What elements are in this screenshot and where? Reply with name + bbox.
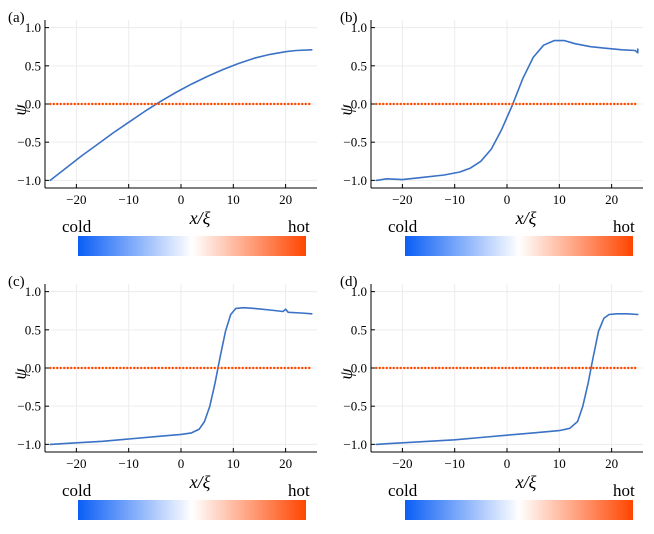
y-tick-label: −0.5 (17, 399, 41, 414)
x-axis-label: x/ξ (515, 208, 537, 228)
psi-curve (375, 39, 639, 182)
colorbar-hot-label: hot (288, 217, 310, 236)
x-tick-label: 0 (504, 192, 511, 207)
colorbar-cold-label: cold (388, 217, 418, 236)
y-axis-label: ψ (336, 368, 356, 380)
y-tick-label: 1.0 (351, 284, 367, 299)
y-tick-label: −0.5 (17, 135, 41, 150)
y-tick-label: 0.0 (351, 97, 367, 112)
y-tick-label: −1.0 (343, 173, 367, 188)
panel-b: (b) −20 −10 0 10 20 −1.0 −0.5 0.0 0.5 1.0 x/ξ ψ cold h… (336, 10, 643, 256)
x-tick-label: −20 (66, 456, 86, 471)
y-axis-label: ψ (10, 104, 30, 116)
x-tick-label: −10 (445, 456, 465, 471)
x-tick-label: 0 (178, 192, 185, 207)
y-tick-label: 0.5 (351, 322, 367, 337)
x-axis-label: x/ξ (189, 472, 211, 492)
x-tick-label: −10 (119, 192, 139, 207)
y-tick-label: −0.5 (343, 399, 367, 414)
y-tick-label: −1.0 (343, 437, 367, 452)
colorbar (78, 500, 306, 520)
x-tick-label: 0 (178, 456, 185, 471)
colorbar (78, 236, 306, 256)
x-tick-label: 10 (553, 456, 566, 471)
y-tick-label: 0.0 (25, 97, 41, 112)
x-tick-label: 10 (553, 192, 566, 207)
colorbar-cold-label: cold (62, 481, 92, 500)
x-tick-label: 10 (227, 192, 240, 207)
panel-label: (c) (8, 274, 25, 290)
x-tick-label: 10 (227, 456, 240, 471)
y-tick-label: 1.0 (351, 20, 367, 35)
x-axis-label: x/ξ (515, 472, 537, 492)
colorbar-hot-label: hot (613, 217, 635, 236)
y-tick-label: 0.5 (25, 58, 41, 73)
panel-label: (a) (8, 10, 25, 26)
y-tick-label: 0.5 (25, 322, 41, 337)
colorbar-hot-label: hot (288, 481, 310, 500)
y-axis-label: ψ (10, 368, 30, 380)
psi-curve (49, 49, 313, 182)
panel-c: (c) −20 −10 0 10 20 −1.0 −0.5 0.0 0.5 1.0 x/ξ ψ cold h… (8, 274, 317, 520)
panel-d: (d) −20 −10 0 10 20 −1.0 −0.5 0.0 0.5 1.0 x/ξ ψ cold h… (336, 274, 643, 520)
x-tick-label: 0 (504, 456, 511, 471)
y-tick-label: 0.5 (351, 58, 367, 73)
x-tick-label: −10 (119, 456, 139, 471)
x-tick-label: 20 (605, 192, 618, 207)
x-tick-label: 20 (279, 192, 292, 207)
y-axis-label: ψ (336, 104, 356, 116)
y-tick-label: −1.0 (17, 173, 41, 188)
colorbar-hot-label: hot (613, 481, 635, 500)
panel-label: (d) (340, 274, 358, 290)
y-tick-label: 0.0 (351, 361, 367, 376)
x-tick-label: −10 (445, 192, 465, 207)
colorbar (405, 500, 633, 520)
panel-label: (b) (340, 10, 358, 26)
psi-curve (49, 306, 313, 446)
psi-curve (375, 313, 639, 446)
x-tick-label: −20 (392, 456, 412, 471)
x-tick-label: 20 (279, 456, 292, 471)
y-tick-label: 1.0 (25, 20, 41, 35)
x-tick-label: −20 (66, 192, 86, 207)
x-tick-label: 20 (605, 456, 618, 471)
y-tick-label: −1.0 (17, 437, 41, 452)
panel-a: (a) −20 −10 0 10 20 −1.0 −0.5 0.0 0.5 1.0 x/ξ ψ cold h… (8, 10, 317, 256)
y-tick-label: 1.0 (25, 284, 41, 299)
colorbar-cold-label: cold (388, 481, 418, 500)
colorbar (405, 236, 633, 256)
x-axis-label: x/ξ (189, 208, 211, 228)
y-tick-label: 0.0 (25, 361, 41, 376)
x-tick-label: −20 (392, 192, 412, 207)
colorbar-cold-label: cold (62, 217, 92, 236)
y-tick-label: −0.5 (343, 135, 367, 150)
